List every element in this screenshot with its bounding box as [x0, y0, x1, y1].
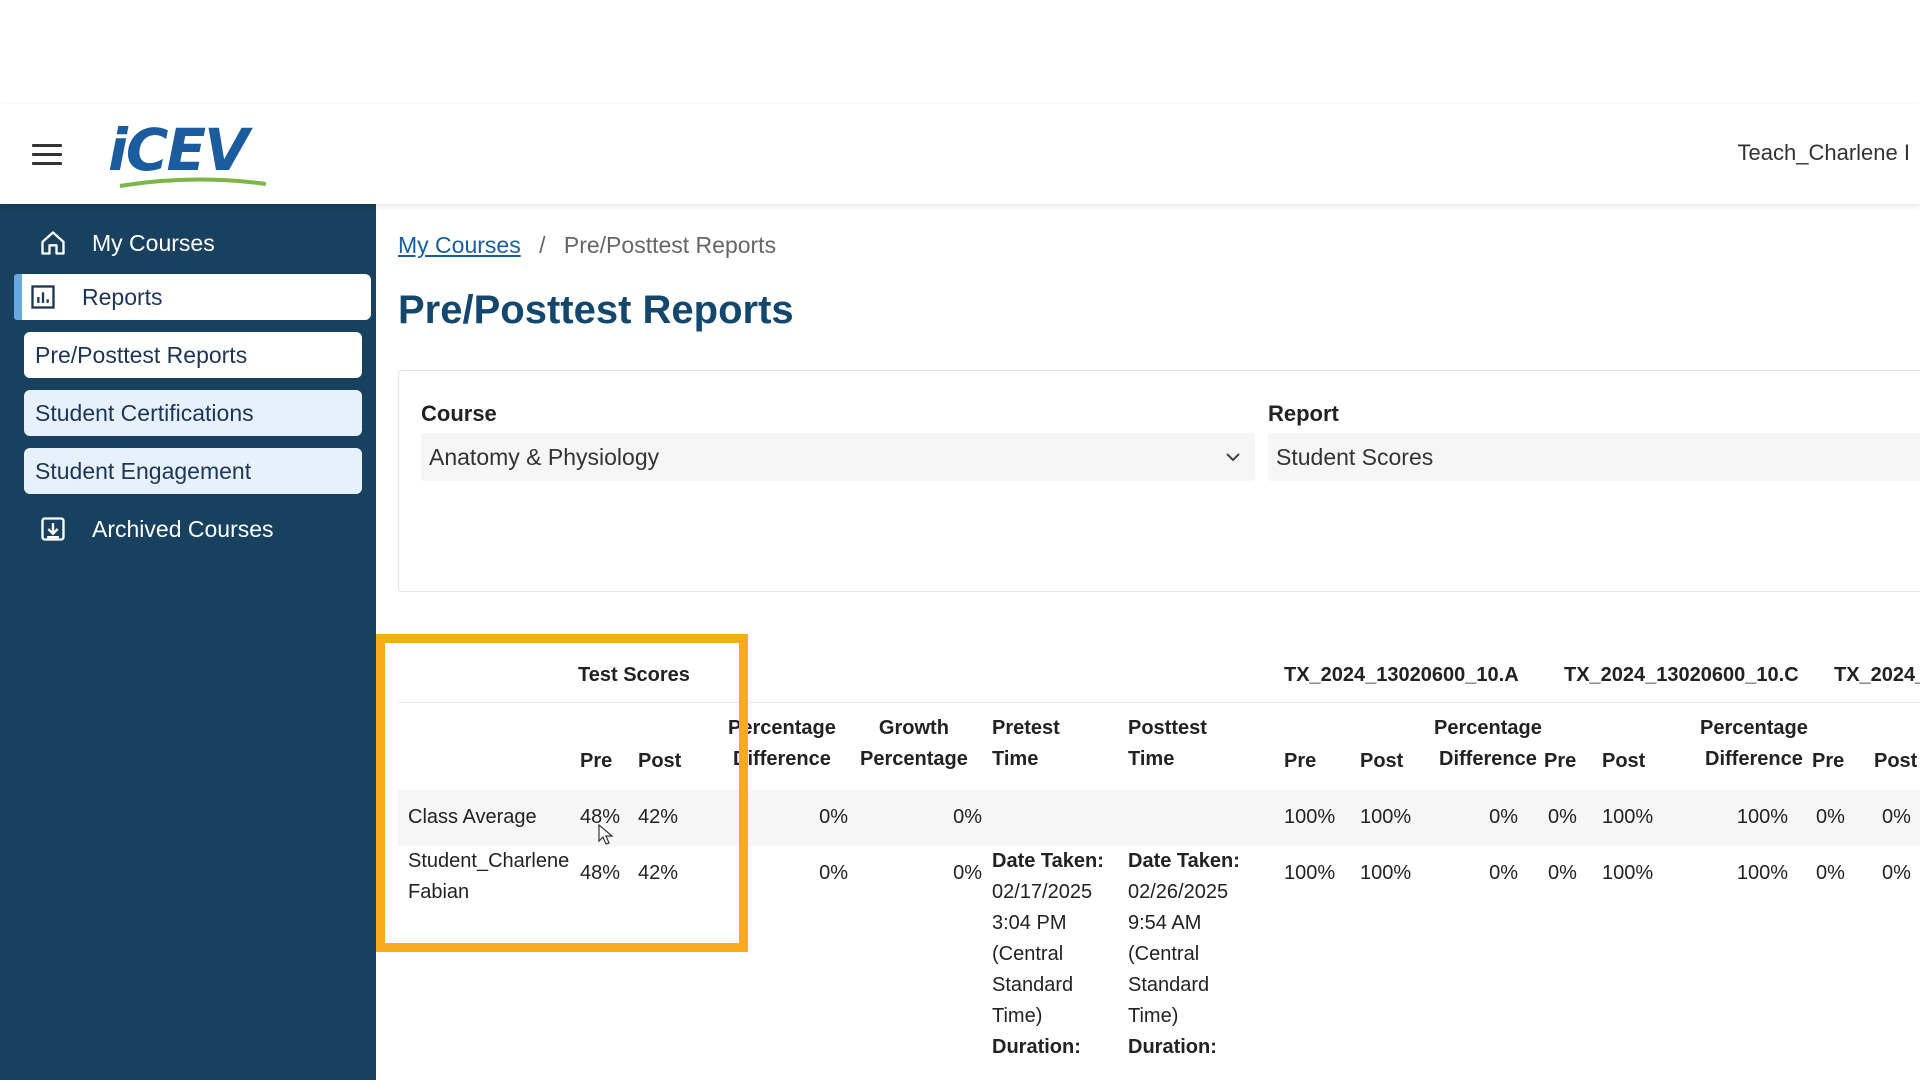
cell-std3-pre: 0% [1816, 862, 1845, 884]
cell-std1-post: 100% [1360, 806, 1412, 828]
main-content: My Courses / Pre/Posttest Reports Pre/Po… [376, 204, 1920, 1080]
sidebar-item-label: Student Certifications [35, 399, 254, 426]
sidebar: My Courses Reports Pre/Posttest Reports … [0, 204, 376, 1080]
sidebar-item-my-courses[interactable]: My Courses [24, 220, 362, 266]
mouse-cursor-icon [598, 824, 614, 845]
group-header-test-scores: Test Scores [578, 664, 690, 686]
cell-std1-diff: 0% [1489, 806, 1518, 828]
report-label: Report [1268, 401, 1339, 426]
report-select[interactable]: Student Scores [1268, 433, 1920, 481]
user-name[interactable]: Teach_Charlene I [1737, 140, 1910, 165]
col-header-posttest-time: Posttest Time [1128, 717, 1207, 770]
group-header-standard-2: TX_2024_13020600_10.C [1564, 664, 1799, 686]
chevron-down-icon [1226, 453, 1240, 462]
cell-pretest-time: Date Taken: 02/17/2025 3:04 PM (Central … [992, 850, 1104, 1058]
course-select-value: Anatomy & Physiology [429, 443, 660, 470]
col-header-std1-post: Post [1360, 750, 1404, 772]
col-header-std1-pre: Pre [1284, 750, 1317, 772]
top-bar: iCEV Teach_Charlene I [0, 104, 1920, 204]
breadcrumb: My Courses / Pre/Posttest Reports [398, 232, 776, 259]
cell-std2-post: 100% [1602, 806, 1654, 828]
report-select-value: Student Scores [1276, 443, 1434, 470]
cell-percentage-difference: 0% [819, 806, 848, 828]
sidebar-item-label: Archived Courses [92, 515, 274, 542]
scores-table: Test Scores TX_2024_13020600_10.A TX_202… [398, 644, 1920, 1084]
cell-growth-percentage: 0% [953, 806, 982, 828]
cell-growth-percentage: 0% [953, 862, 982, 884]
table-row-class-average-bg [398, 790, 1920, 846]
col-header-std2-post: Post [1602, 750, 1646, 772]
chart-icon [28, 282, 58, 312]
cell-std3-pre: 0% [1816, 806, 1845, 828]
col-header-percentage-difference: Percentage Difference [728, 717, 836, 770]
col-header-std3-post: Post [1874, 750, 1918, 772]
cell-std1-post: 100% [1360, 862, 1412, 884]
cell-pre: 48% [580, 806, 621, 828]
sidebar-subitem-student-certifications[interactable]: Student Certifications [24, 390, 362, 436]
cell-posttest-time: Date Taken: 02/26/2025 9:54 AM (Central … [1128, 850, 1240, 1058]
col-header-post: Post [638, 750, 682, 772]
cell-std2-post: 100% [1602, 862, 1654, 884]
breadcrumb-current: Pre/Posttest Reports [563, 232, 777, 258]
archive-icon [38, 514, 68, 544]
col-header-pretest-time: Pretest Time [992, 717, 1060, 770]
col-header-std2-percentage-difference: Percentage Difference [1700, 717, 1808, 770]
cell-std3-post: 0% [1882, 862, 1911, 884]
group-header-standard-3: TX_2024_1 [1834, 664, 1920, 686]
page-title: Pre/Posttest Reports [398, 288, 794, 332]
filter-card: Course Anatomy & Physiology Report Stude… [398, 370, 1920, 592]
row-label-student[interactable]: Student_Charlene Fabian [408, 850, 570, 903]
sidebar-subitem-pre-posttest-reports[interactable]: Pre/Posttest Reports [24, 332, 362, 378]
breadcrumb-link-my-courses[interactable]: My Courses [398, 232, 521, 258]
cell-std1-pre: 100% [1284, 806, 1336, 828]
row-label-class-average: Class Average [408, 806, 537, 828]
cell-std3-post: 0% [1882, 806, 1911, 828]
cell-std2-diff: 100% [1736, 806, 1788, 828]
group-header-standard-1: TX_2024_13020600_10.A [1284, 664, 1519, 686]
cell-std1-diff: 0% [1489, 862, 1518, 884]
col-header-growth-percentage: Growth Percentage [860, 717, 968, 770]
cell-std2-diff: 100% [1736, 862, 1788, 884]
hamburger-menu-icon[interactable] [32, 144, 62, 166]
course-select[interactable]: Anatomy & Physiology [421, 433, 1255, 481]
sidebar-item-label: Pre/Posttest Reports [35, 341, 248, 368]
sidebar-item-label: My Courses [92, 229, 215, 256]
col-header-std3-pre: Pre [1812, 750, 1845, 772]
cell-std1-pre: 100% [1284, 862, 1336, 884]
icev-logo[interactable]: iCEV [108, 120, 268, 188]
breadcrumb-separator: / [539, 232, 546, 258]
sidebar-item-reports[interactable]: Reports [14, 274, 371, 320]
cell-post: 42% [638, 806, 679, 828]
cell-std2-pre: 0% [1548, 806, 1577, 828]
sidebar-item-label: Student Engagement [35, 457, 252, 484]
row-divider [398, 702, 1920, 703]
sidebar-item-label: Reports [82, 283, 163, 310]
cell-std2-pre: 0% [1548, 862, 1577, 884]
col-header-pre: Pre [580, 750, 613, 772]
logo-swoosh-icon [119, 177, 267, 188]
logo-text: iCEV [108, 116, 249, 184]
course-label: Course [421, 401, 497, 426]
sidebar-item-archived-courses[interactable]: Archived Courses [24, 506, 362, 552]
col-header-std2-pre: Pre [1544, 750, 1577, 772]
home-icon [38, 228, 68, 258]
cell-post: 42% [638, 862, 679, 884]
col-header-std1-percentage-difference: Percentage Difference [1434, 717, 1542, 770]
sidebar-subitem-student-engagement[interactable]: Student Engagement [24, 448, 362, 494]
cell-percentage-difference: 0% [819, 862, 848, 884]
cell-pre: 48% [580, 862, 621, 884]
